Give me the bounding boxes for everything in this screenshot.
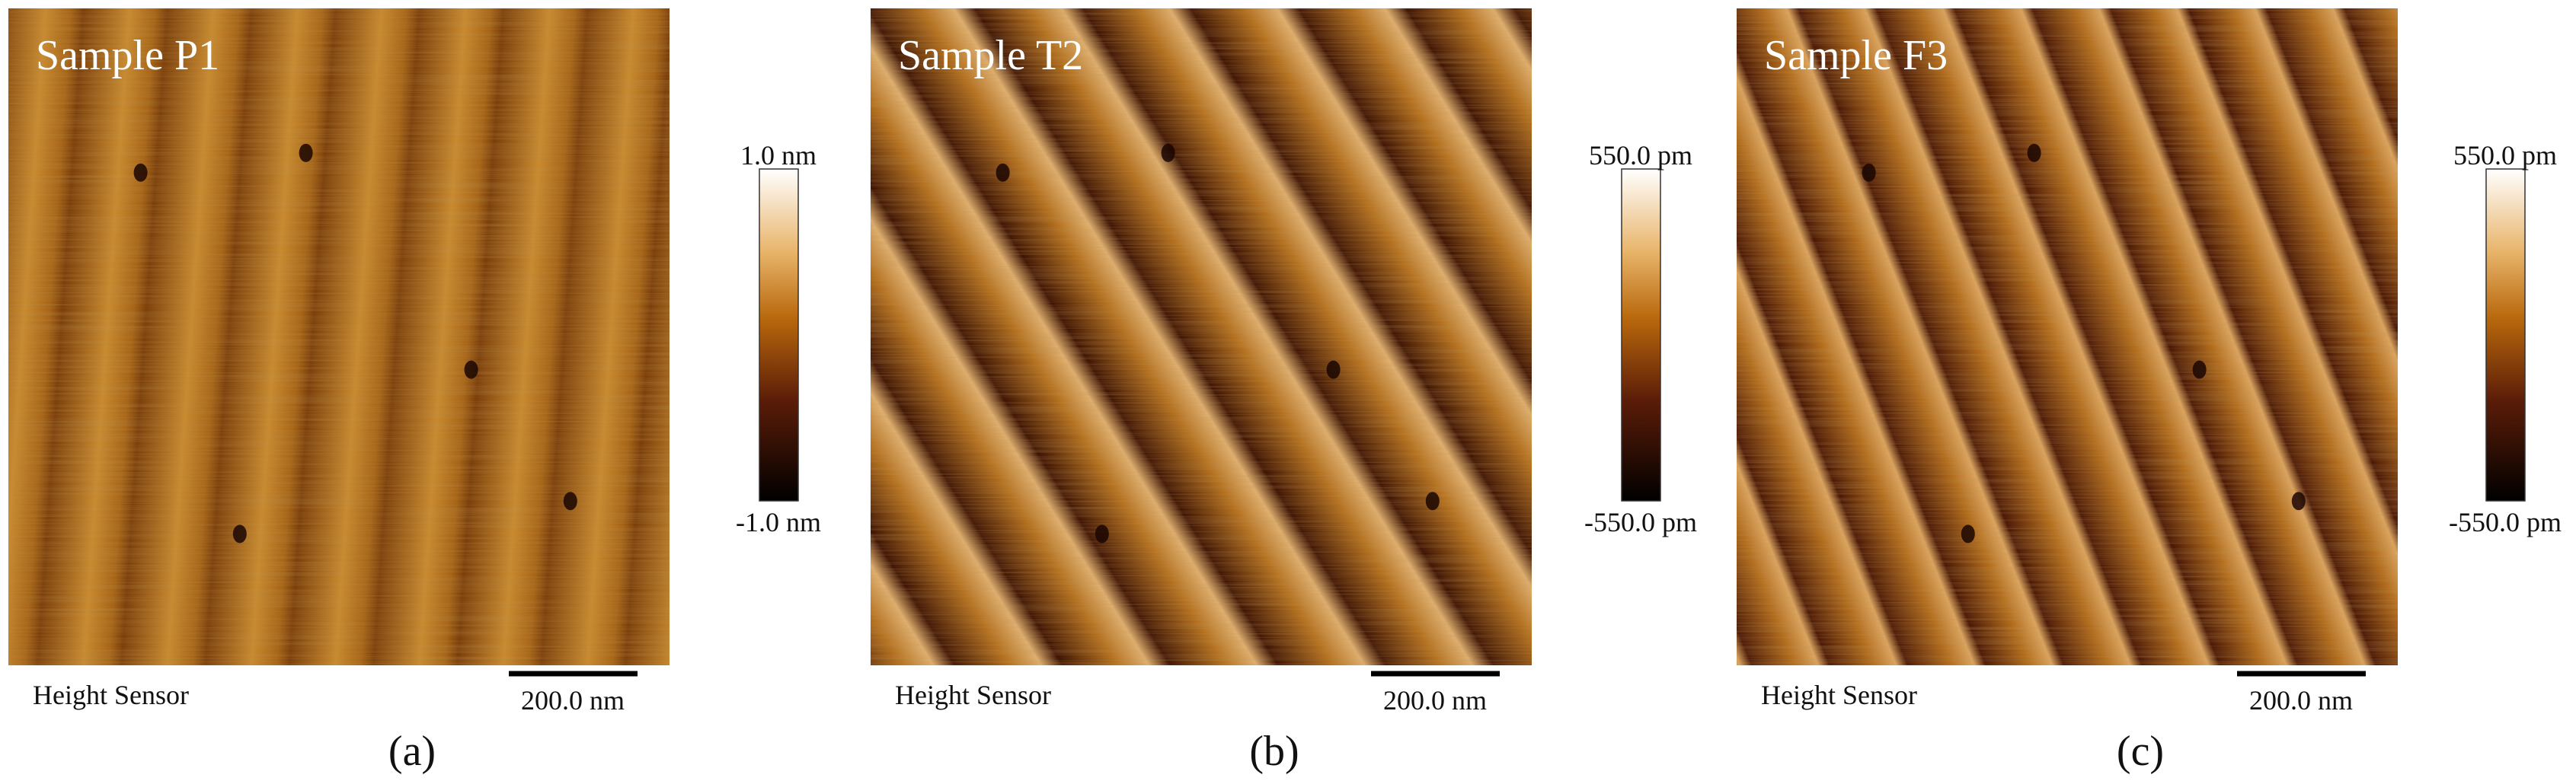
colorbar-min: -1.0 nm: [736, 507, 821, 537]
colorbar-min: -550.0 pm: [2449, 507, 2562, 537]
surface-pit: [232, 524, 247, 544]
colorbar: [1621, 168, 1661, 502]
surface-pit: [299, 143, 313, 162]
surface-pit: [1425, 492, 1440, 511]
surface-pit: [2027, 143, 2041, 162]
colorbar-max: 1.0 nm: [740, 140, 817, 171]
surface-pit: [1961, 524, 1975, 544]
sample-label: Sample T2: [898, 32, 1083, 79]
channel-label: Height Sensor: [1761, 680, 1917, 710]
surface-pit: [1326, 360, 1341, 379]
panel-caption: (a): [388, 728, 436, 775]
surface-pit: [133, 163, 148, 182]
channel-label: Height Sensor: [895, 680, 1051, 710]
surface-pit: [464, 360, 478, 379]
colorbar: [759, 168, 799, 502]
surface-pit: [996, 163, 1010, 182]
colorbar: [2485, 168, 2526, 502]
panel-caption: (c): [2117, 728, 2164, 775]
colorbar-min: -550.0 pm: [1584, 507, 1697, 537]
surface-pit: [2192, 360, 2207, 379]
channel-label: Height Sensor: [33, 680, 189, 710]
scan-noise: [871, 8, 1532, 665]
sample-label: Sample P1: [36, 32, 219, 79]
panel-caption: (b): [1249, 728, 1299, 775]
colorbar-max: 550.0 pm: [1589, 140, 1692, 171]
surface-pit: [563, 492, 577, 511]
scale-bar-label: 200.0 nm: [521, 685, 625, 716]
scan-noise: [1737, 8, 2398, 665]
scale-bar-label: 200.0 nm: [1383, 685, 1487, 716]
scan-noise: [8, 8, 670, 665]
surface-pit: [1161, 143, 1175, 162]
sample-label: Sample F3: [1764, 32, 1948, 79]
scale-bar-label: 200.0 nm: [2249, 685, 2353, 716]
surface-pit: [2291, 492, 2306, 511]
colorbar-max: 550.0 pm: [2453, 140, 2557, 171]
surface-pit: [1862, 163, 1876, 182]
surface-pit: [1095, 524, 1109, 544]
